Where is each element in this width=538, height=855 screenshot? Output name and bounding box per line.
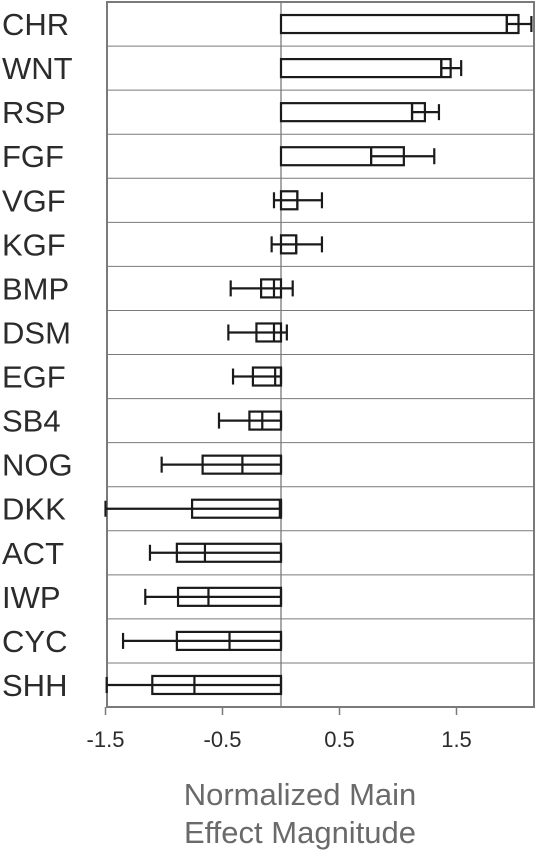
category-label: EGF [2,360,66,395]
category-label: WNT [2,51,73,86]
category-label: DKK [2,492,66,527]
x-tick-label: -1.5 [87,727,125,752]
row-grid [106,1,535,708]
plot-frame [106,1,535,708]
category-label: ACT [2,536,64,571]
bar [279,102,427,123]
category-label: CYC [2,624,67,659]
category-label: IWP [2,580,61,615]
category-label: RSP [2,95,66,130]
category-label: SHH [2,668,67,703]
x-tick-label: 0.5 [324,727,355,752]
category-label: DSM [2,315,71,350]
category-label: KGF [2,227,66,262]
x-tick-label: 1.5 [441,727,472,752]
bars [104,13,533,696]
x-axis-label-line1: Normalized Main [184,777,417,812]
x-axis-label-line2: Effect Magnitude [184,815,416,850]
x-tick-label: -0.5 [204,727,242,752]
category-label: FGF [2,139,64,174]
category-label: CHR [2,7,69,42]
bar [279,13,520,35]
category-label: SB4 [2,404,61,439]
category-labels: CHR WNT RSP FGF VGF KGF BMP DSM EGF SB4 NOG DKK ACT I… [2,7,73,703]
category-label: NOG [2,448,73,483]
bar [279,57,452,79]
x-axis: -1.5 -0.5 0.5 1.5 [87,707,472,752]
category-label: BMP [2,271,69,306]
category-label: VGF [2,183,66,218]
